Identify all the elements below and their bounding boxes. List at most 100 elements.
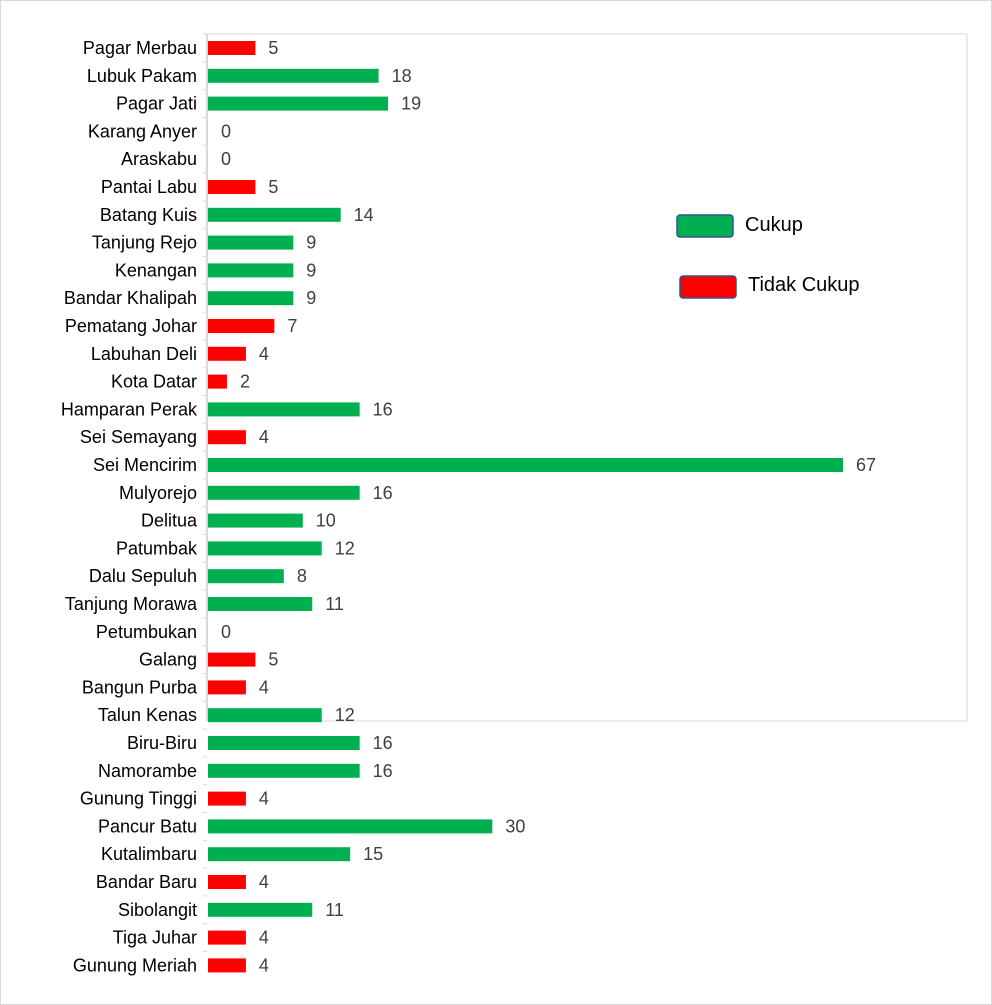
data-label: 5 <box>268 650 278 670</box>
plot-area <box>206 33 968 722</box>
data-label: 0 <box>221 121 231 141</box>
data-label: 5 <box>268 38 278 58</box>
category-label: Bangun Purba <box>82 677 198 697</box>
bar-lubuk-pakam <box>208 68 379 83</box>
data-label: 30 <box>505 816 525 836</box>
data-label: 18 <box>392 66 412 86</box>
bar-sibolangit <box>208 902 313 917</box>
category-label: Gunung Tinggi <box>80 789 197 809</box>
data-label: 16 <box>373 483 393 503</box>
category-label: Mulyorejo <box>119 483 197 503</box>
data-label: 4 <box>259 789 269 809</box>
legend-swatch-cukup <box>676 214 734 238</box>
category-label: Sei Semayang <box>80 427 197 447</box>
category-label: Tanjung Rejo <box>92 233 197 253</box>
category-label: Karang Anyer <box>88 121 197 141</box>
bar-galang <box>208 652 256 667</box>
data-label: 4 <box>259 955 269 975</box>
data-label: 16 <box>373 733 393 753</box>
bar-bandar-khalipah <box>208 291 294 306</box>
bar-namorambe <box>208 763 360 778</box>
category-label: Pematang Johar <box>65 316 197 336</box>
category-label: Namorambe <box>98 761 197 781</box>
bar-tanjung-rejo <box>208 235 294 250</box>
data-label: 19 <box>401 94 421 114</box>
bar-kenangan <box>208 263 294 278</box>
category-label: Bandar Baru <box>96 872 197 892</box>
bar-pematang-johar <box>208 319 275 333</box>
legend-label-tidak-cukup: Tidak Cukup <box>748 274 860 296</box>
bar-batang-kuis <box>208 207 341 222</box>
category-label: Hamparan Perak <box>61 399 198 419</box>
data-label: 4 <box>259 677 269 697</box>
value-labels: 5181900514999742164671610128110541216164… <box>221 38 876 975</box>
data-label: 10 <box>316 511 336 531</box>
data-label: 8 <box>297 566 307 586</box>
bar-pancur-batu <box>208 819 493 834</box>
legend-label-cukup: Cukup <box>745 214 803 236</box>
category-label: Pancur Batu <box>98 816 197 836</box>
legend-swatch-tidak-cukup <box>679 275 737 299</box>
bar-mulyorejo <box>208 485 360 500</box>
category-label: Galang <box>139 650 197 670</box>
category-label: Araskabu <box>121 149 197 169</box>
bar-kutalimbaru <box>208 847 351 862</box>
bar-gunung-tinggi <box>208 791 246 806</box>
data-label: 16 <box>373 399 393 419</box>
category-label: Pantai Labu <box>101 177 197 197</box>
data-label: 12 <box>335 705 355 725</box>
bar-dalu-sepuluh <box>208 569 284 584</box>
legend: Cukup Tidak Cukup <box>676 214 860 299</box>
bar-pagar-jati <box>208 96 389 111</box>
bar-sei-mencirim <box>208 458 843 472</box>
category-label: Biru-Biru <box>127 733 197 753</box>
data-label: 12 <box>335 538 355 558</box>
category-label: Kutalimbaru <box>101 844 197 864</box>
data-label: 9 <box>306 288 316 308</box>
category-label: Gunung Meriah <box>73 955 197 975</box>
data-label: 9 <box>306 233 316 253</box>
data-label: 4 <box>259 872 269 892</box>
data-label: 16 <box>373 761 393 781</box>
category-label: Patumbak <box>116 538 198 558</box>
bar-delitua <box>208 513 303 528</box>
data-label: 4 <box>259 344 269 364</box>
data-label: 11 <box>325 900 344 920</box>
category-label: Dalu Sepuluh <box>89 566 197 586</box>
bar-talun-kenas <box>208 708 322 723</box>
bar-bandar-baru <box>208 875 246 889</box>
bar-series <box>208 41 843 973</box>
data-label: 5 <box>268 177 278 197</box>
bar-pagar-merbau <box>208 41 256 55</box>
bar-patumbak <box>208 541 322 556</box>
bar-tanjung-morawa <box>208 597 313 611</box>
data-label: 7 <box>287 316 297 336</box>
bar-kota-datar <box>208 374 227 389</box>
bar-hamparan-perak <box>208 402 360 417</box>
category-label: Pagar Merbau <box>83 38 197 58</box>
category-label: Labuhan Deli <box>91 344 197 364</box>
category-label: Tiga Juhar <box>113 928 197 948</box>
bar-pantai-labu <box>208 180 256 194</box>
category-label: Kenangan <box>115 260 197 280</box>
category-label: Talun Kenas <box>98 705 197 725</box>
bar-biru-biru <box>208 736 360 750</box>
category-label: Delitua <box>141 511 198 531</box>
data-label: 4 <box>259 928 269 948</box>
bar-gunung-meriah <box>208 958 246 973</box>
data-label: 11 <box>325 594 344 614</box>
bar-sei-semayang <box>208 430 246 445</box>
category-label: Kota Datar <box>111 372 197 392</box>
category-label: Sei Mencirim <box>93 455 197 475</box>
bar-bangun-purba <box>208 680 246 695</box>
data-label: 67 <box>856 455 876 475</box>
data-label: 15 <box>363 844 383 864</box>
category-label: Pagar Jati <box>116 94 197 114</box>
category-label: Tanjung Morawa <box>65 594 198 614</box>
category-label: Lubuk Pakam <box>87 66 197 86</box>
bar-tiga-juhar <box>208 930 246 945</box>
data-label: 9 <box>306 260 316 280</box>
category-label: Batang Kuis <box>100 205 197 225</box>
category-labels: Pagar Merbau Lubuk Pakam Pagar Jati Karang … <box>61 38 198 975</box>
